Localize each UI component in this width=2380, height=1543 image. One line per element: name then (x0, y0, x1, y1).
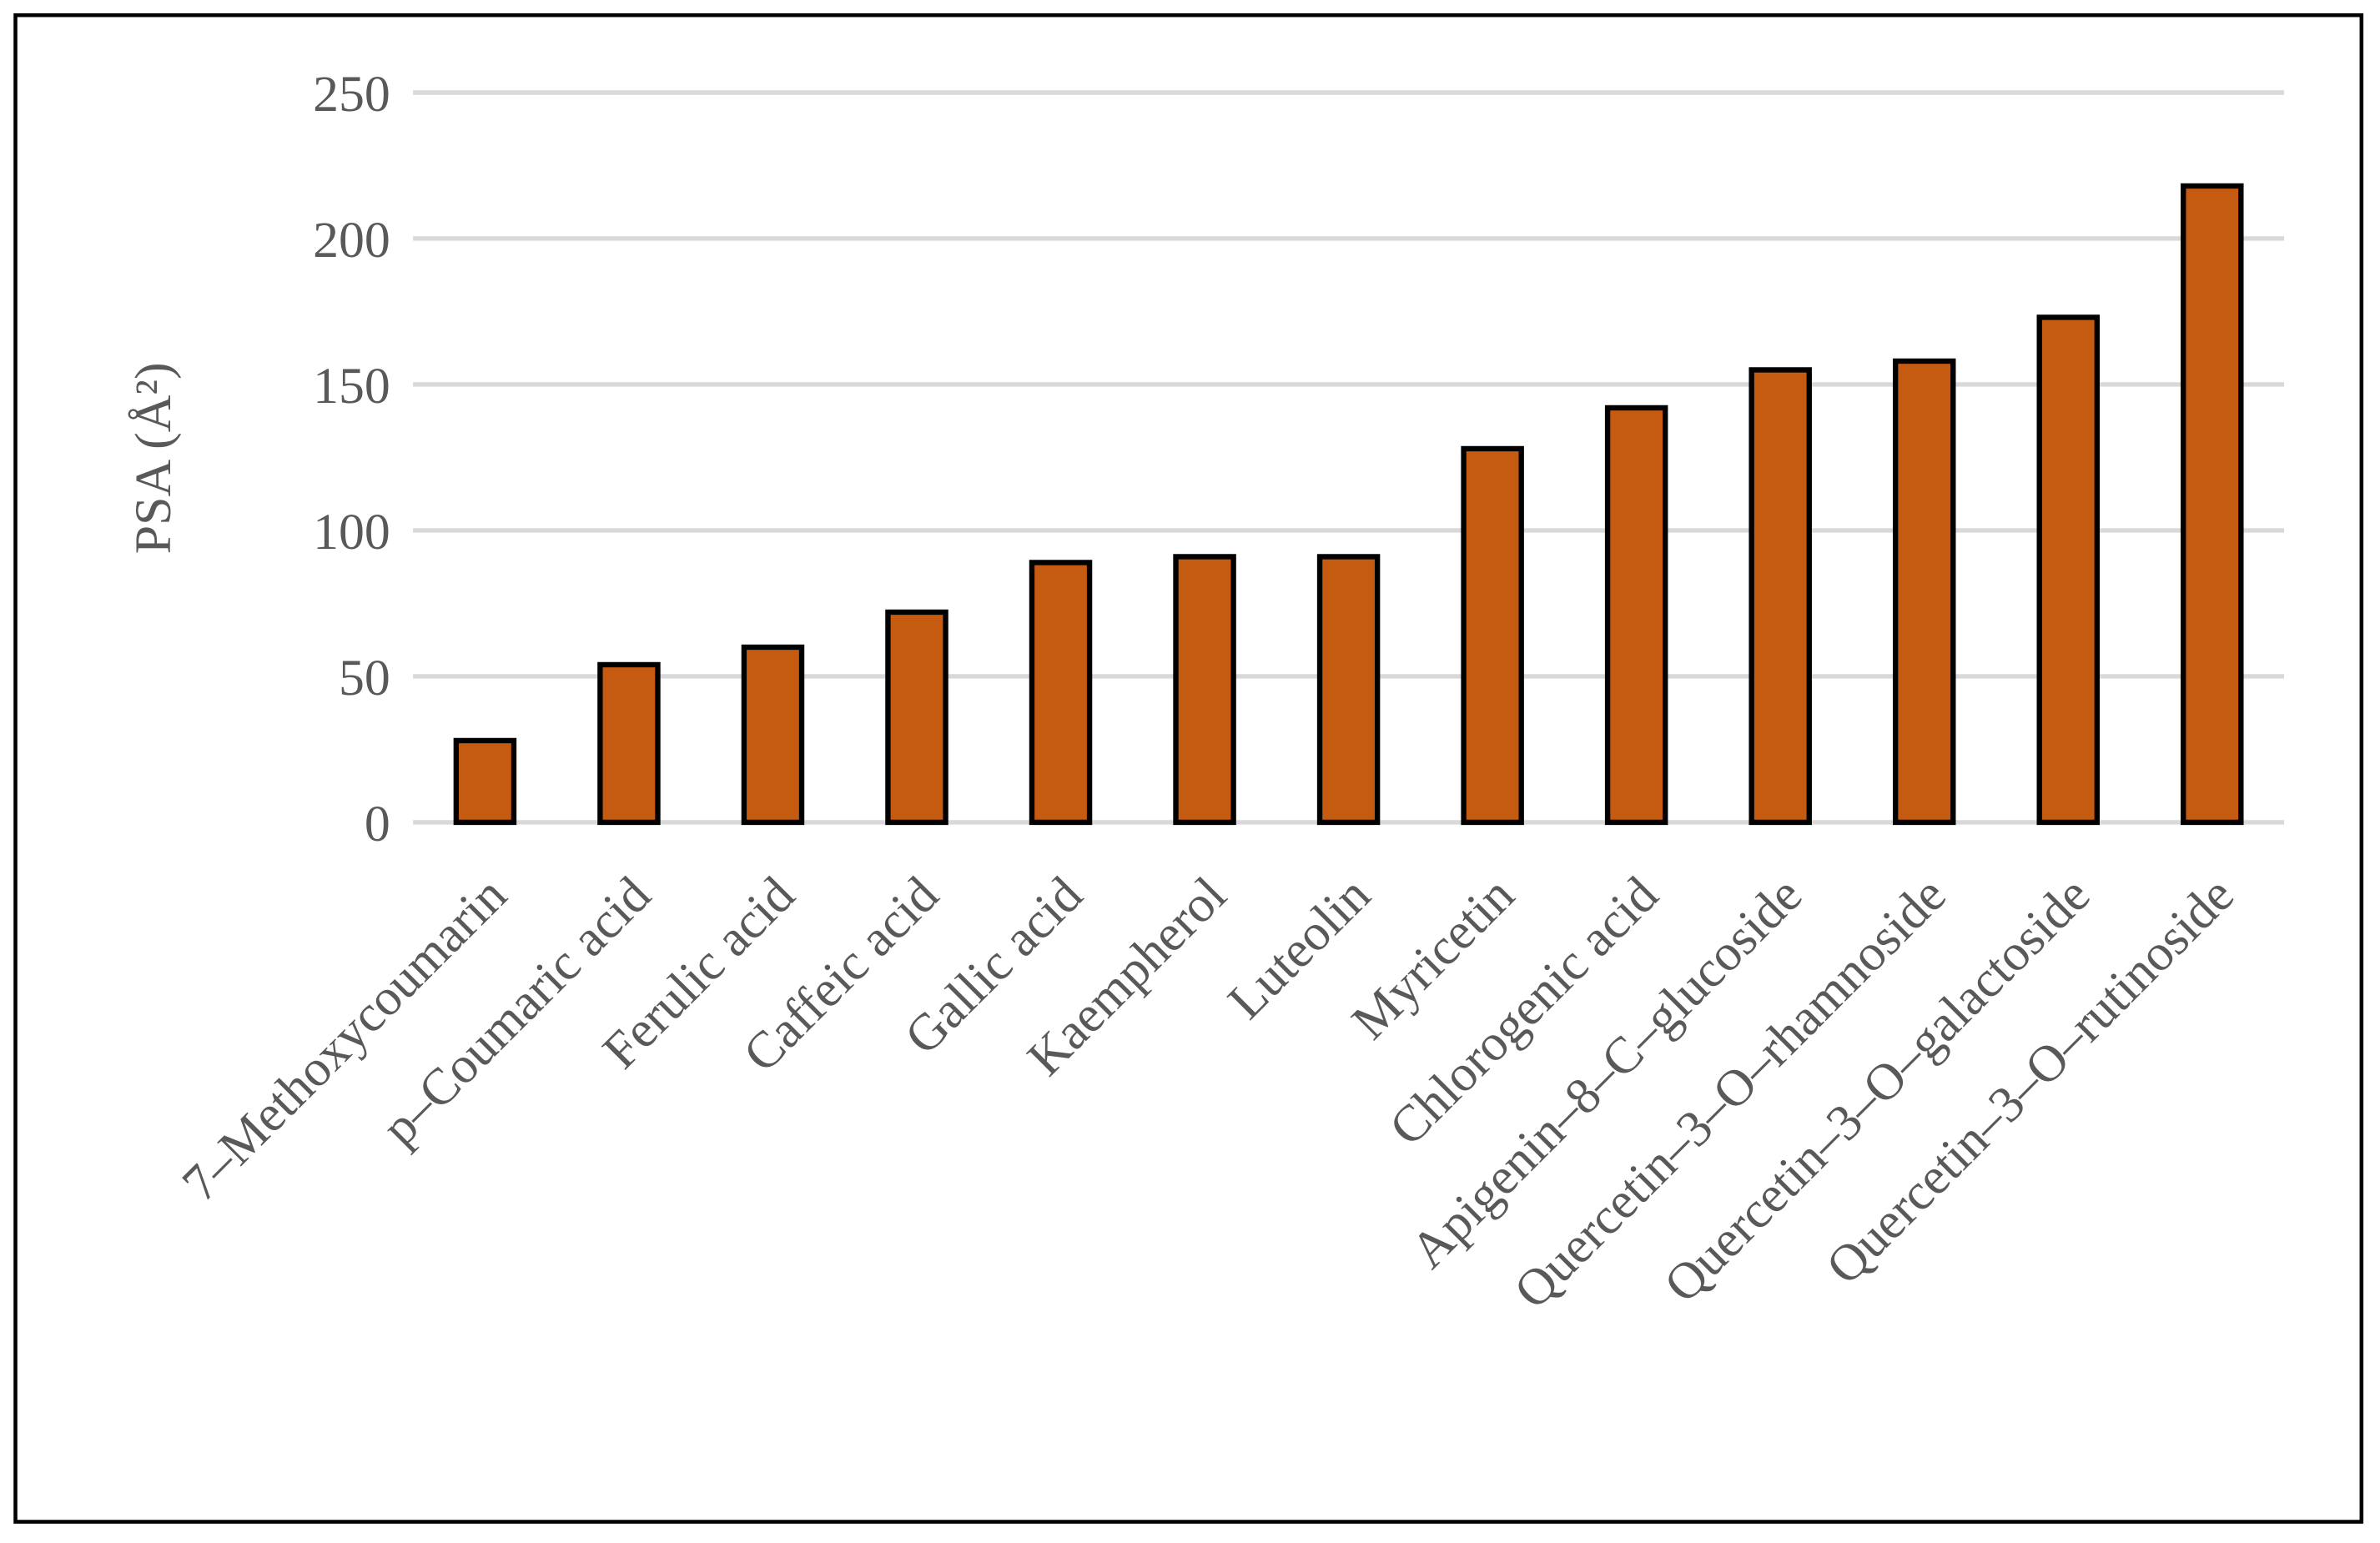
y-tick-label: 100 (313, 504, 390, 560)
bar (1604, 405, 1668, 826)
bar (1461, 445, 1524, 826)
bar (2036, 314, 2101, 826)
bar (1029, 560, 1093, 826)
bar (1316, 554, 1381, 826)
y-tick-label: 200 (313, 212, 390, 269)
bar (597, 661, 661, 826)
y-tick-label: 0 (365, 796, 390, 852)
bar (885, 609, 948, 826)
bar (2181, 183, 2244, 826)
y-tick-label: 50 (339, 650, 390, 706)
y-tick-label: 150 (313, 358, 390, 415)
bar (1173, 554, 1236, 826)
bar (741, 644, 805, 826)
bar (453, 737, 517, 826)
y-axis-label: PSA (Å²) (125, 362, 182, 554)
y-tick-label: 250 (313, 66, 390, 123)
bar (1749, 367, 1812, 826)
bar (1892, 358, 1956, 826)
